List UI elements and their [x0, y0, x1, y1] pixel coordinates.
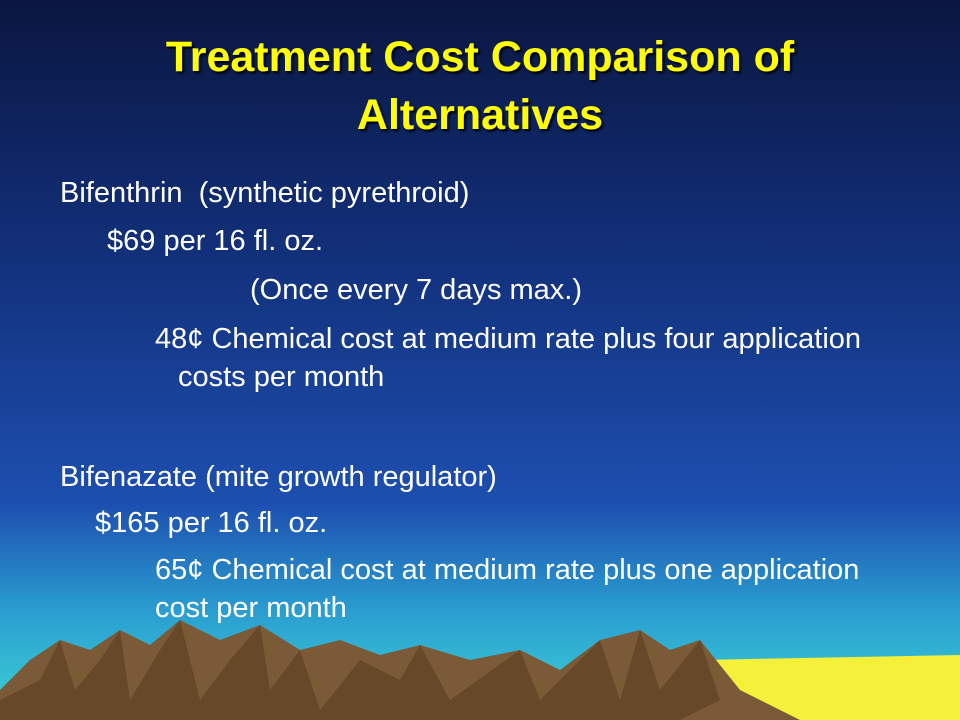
- title: Treatment Cost Comparison of Alternative…: [165, 33, 795, 139]
- heading: Bifenazate (mite growth regulator): [60, 461, 497, 493]
- price: $165 per 16 fl. oz.: [95, 507, 328, 539]
- price: $69 per 16 fl. oz.: [107, 225, 324, 257]
- cost: 65¢ Chemical cost at medium rate plus on…: [155, 554, 860, 624]
- heading: Bifenthrin (synthetic pyrethroid): [60, 177, 470, 209]
- cost: 48¢ Chemical cost at medium rate plus fo…: [155, 323, 862, 393]
- mountain-shadow: [0, 620, 740, 720]
- note: (Once every 7 days max.): [250, 274, 582, 306]
